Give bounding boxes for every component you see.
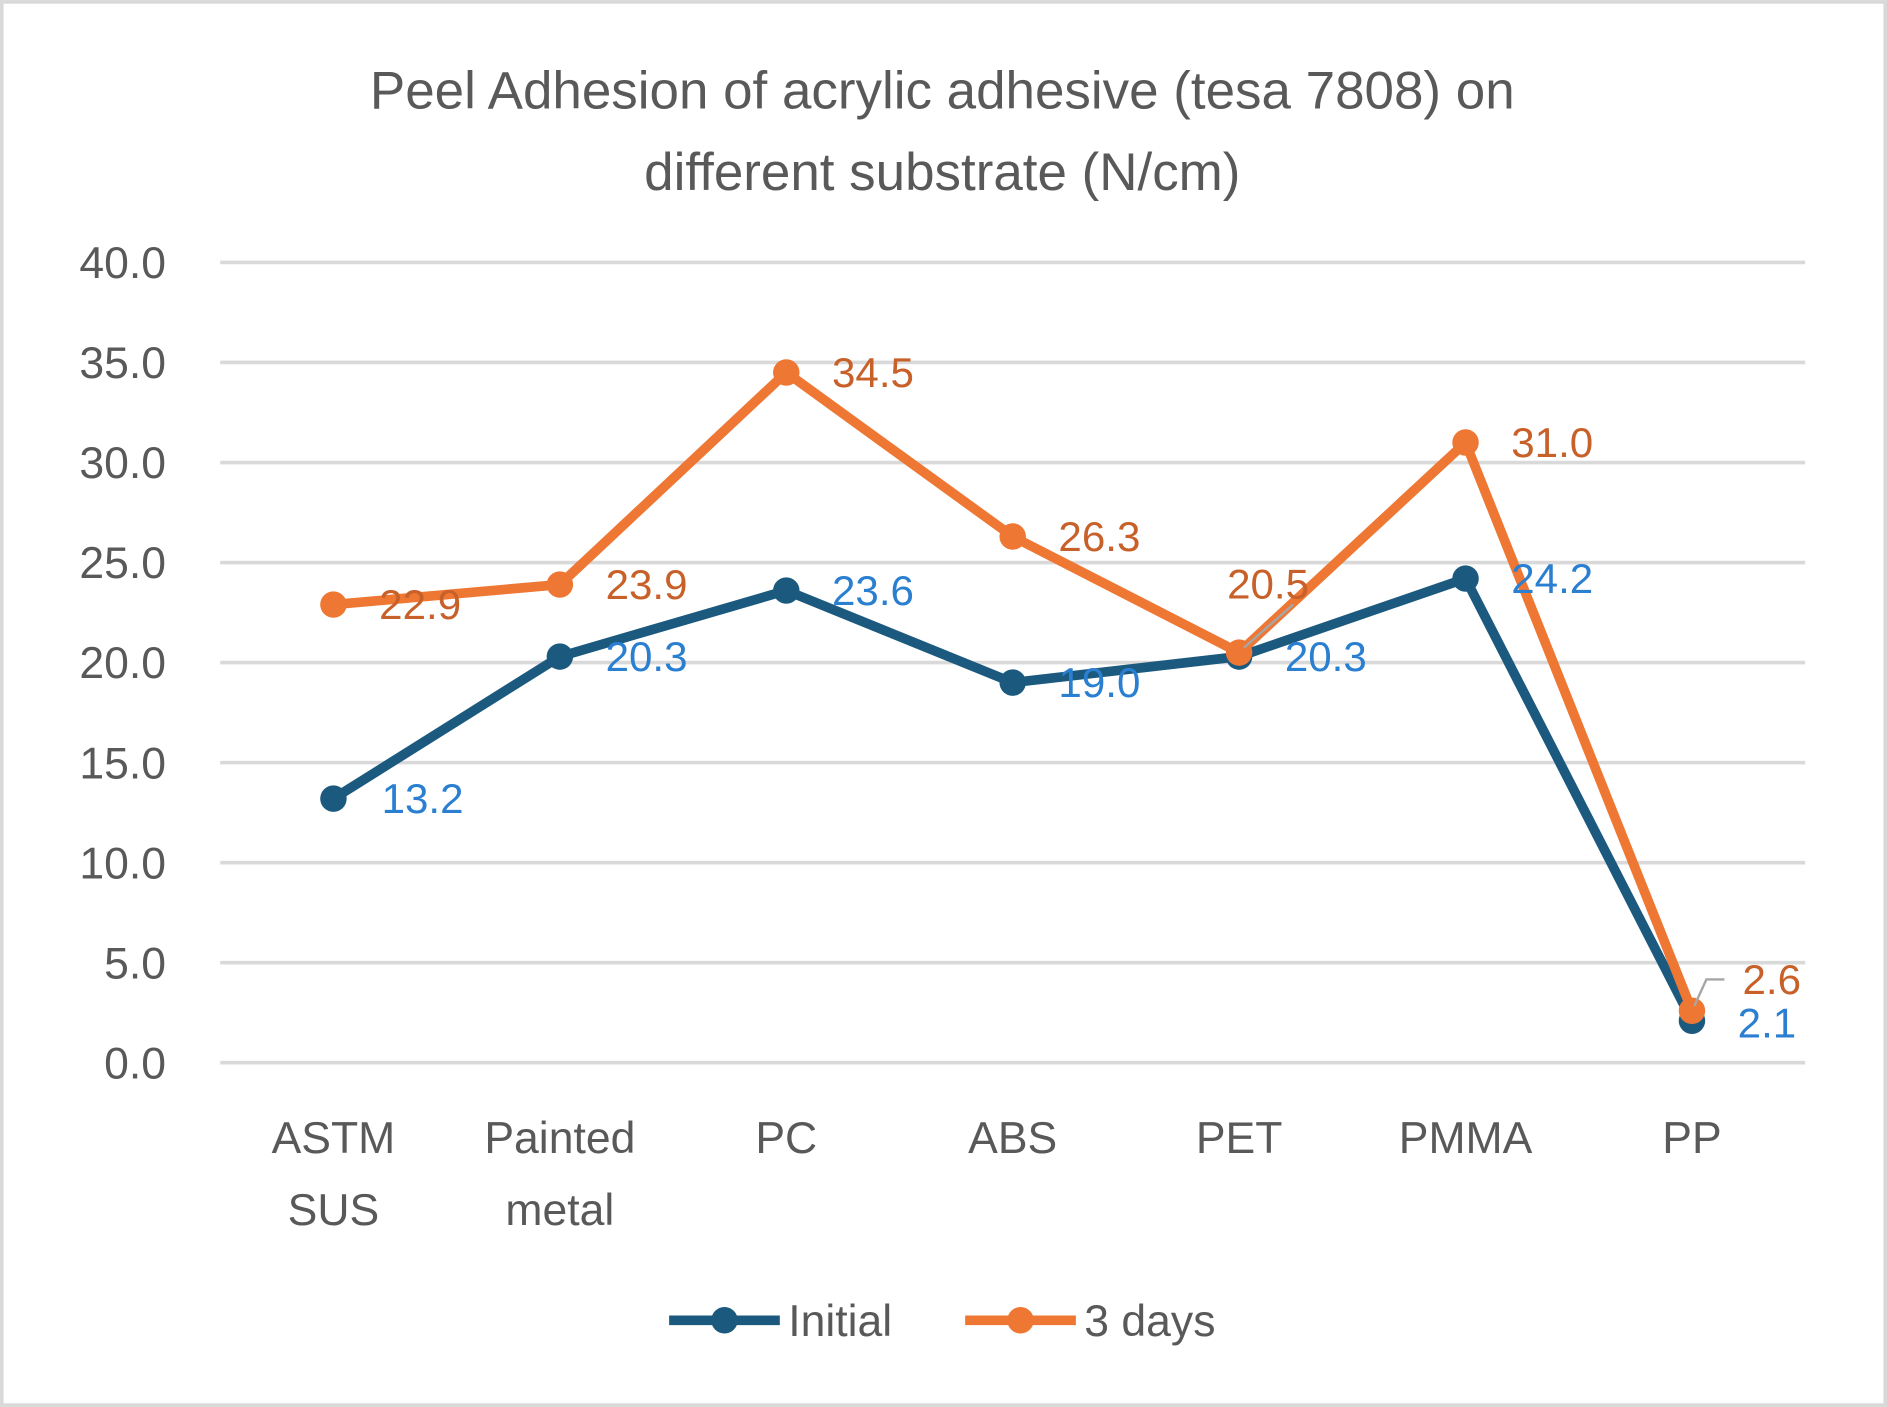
data-label: 19.0 [1058,659,1140,706]
x-tick-label: ASTM [272,1114,396,1163]
data-label: 26.3 [1058,513,1140,560]
data-label: 23.6 [832,567,914,614]
data-label: 20.5 [1227,560,1309,607]
x-tick-label: metal [505,1186,614,1235]
data-point [773,577,800,604]
data-label: 34.5 [832,349,914,396]
legend-label: 3 days [1084,1297,1215,1346]
x-tick-label: PET [1196,1114,1283,1163]
y-tick-label: 10.0 [79,839,166,888]
x-tick-label: Painted [484,1114,635,1163]
data-label: 2.6 [1743,956,1802,1003]
data-point [1452,429,1479,456]
data-label: 2.1 [1738,1000,1797,1047]
y-tick-label: 35.0 [79,339,166,388]
data-point [320,785,347,812]
legend-marker [711,1307,738,1334]
y-tick-label: 5.0 [104,939,166,988]
chart-title-line-2: different substrate (N/cm) [644,143,1240,202]
x-tick-label: SUS [288,1186,380,1235]
data-point [999,669,1026,696]
y-tick-label: 30.0 [79,439,166,488]
data-point [1678,997,1706,1024]
y-tick-label: 25.0 [79,539,166,588]
y-tick-label: 0.0 [104,1039,166,1088]
data-label: 20.3 [1285,633,1367,680]
x-tick-label: PMMA [1399,1114,1533,1163]
leader-line [1693,978,1725,1007]
x-tick-label: ABS [968,1114,1057,1163]
legend: Initial 3 days [669,1297,1215,1346]
data-point [999,523,1026,550]
data-label: 24.2 [1511,555,1593,602]
data-point [546,643,574,670]
data-point [320,591,347,618]
x-tick-label: PP [1662,1114,1721,1163]
data-label: 13.2 [382,775,464,822]
legend-marker [1007,1307,1034,1334]
y-tick-label: 40.0 [79,239,166,288]
chart-title-line-1: Peel Adhesion of acrylic adhesive (tesa … [370,61,1515,120]
x-tick-label: PC [755,1114,817,1163]
data-point [773,359,800,386]
data-point [546,571,574,598]
leader-line [1243,603,1295,649]
data-point [1452,565,1479,592]
data-label: 23.9 [606,561,688,608]
y-tick-label: 20.0 [79,639,166,688]
data-label: 22.9 [379,581,461,628]
legend-label: Initial [788,1297,892,1346]
data-label: 31.0 [1511,419,1593,466]
data-label: 20.3 [606,633,688,680]
y-tick-label: 15.0 [79,739,166,788]
